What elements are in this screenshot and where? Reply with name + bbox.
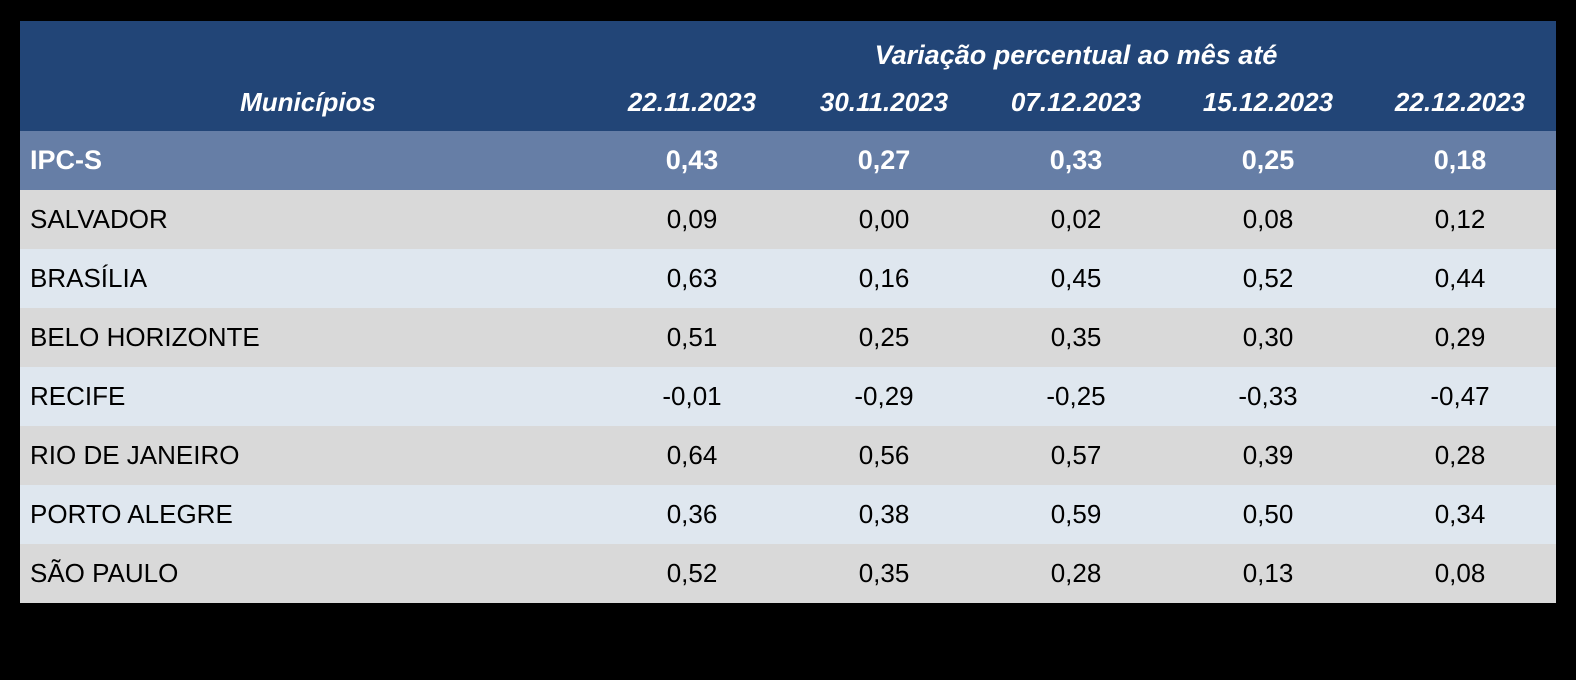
table-row-rio-de-janeiro: RIO DE JANEIRO 0,64 0,56 0,57 0,39 0,28 (20, 426, 1556, 485)
cell-value: 0,16 (858, 263, 910, 293)
col-header-date-4: 15.12.2023 (1202, 86, 1334, 117)
table-row-recife: RECIFE -0,01 -0,29 -0,25 -0,33 -0,47 (20, 367, 1556, 426)
cell-value: 0,13 (1242, 558, 1294, 588)
cell-value: 0,38 (858, 499, 910, 529)
row-label: BELO HORIZONTE (30, 322, 260, 352)
cell-value: 0,29 (1434, 322, 1486, 352)
ipcs-table: Variação percentual ao mês até Município… (20, 21, 1556, 603)
row-label: BRASÍLIA (30, 263, 148, 293)
row-label: RECIFE (30, 381, 126, 411)
table-row-ipcs: IPC-S 0,43 0,27 0,33 0,25 0,18 (20, 131, 1556, 190)
cell-value: 0,09 (666, 204, 718, 234)
cell-value: 0,45 (1050, 263, 1102, 293)
cell-value: 0,44 (1434, 263, 1486, 293)
cell-value: 0,59 (1050, 499, 1102, 529)
cell-value: 0,63 (666, 263, 718, 293)
row-label: IPC-S (30, 145, 103, 175)
row-label: SÃO PAULO (30, 558, 179, 588)
cell-value: 0,28 (1050, 558, 1102, 588)
table-header: Variação percentual ao mês até Município… (20, 21, 1556, 131)
col-header-municipios: Municípios (240, 86, 376, 117)
cell-value: 0,33 (1049, 145, 1103, 175)
table-row-brasilia: BRASÍLIA 0,63 0,16 0,45 0,52 0,44 (20, 249, 1556, 308)
cell-value: 0,34 (1434, 499, 1486, 529)
cell-value: 0,56 (858, 440, 910, 470)
col-header-date-2: 30.11.2023 (819, 86, 949, 117)
col-header-date-3: 07.12.2023 (1010, 86, 1142, 117)
cell-value: 0,36 (666, 499, 718, 529)
span-header-row: Variação percentual ao mês até (20, 21, 1556, 73)
cell-value: 0,52 (666, 558, 718, 588)
cell-value: -0,01 (662, 381, 722, 411)
column-header-row: Municípios 22.11.2023 30.11.2023 07.12.2… (20, 73, 1556, 131)
cell-value: 0,30 (1242, 322, 1294, 352)
cell-value: -0,33 (1238, 381, 1298, 411)
cell-value: 0,25 (1241, 145, 1295, 175)
cell-value: 0,18 (1433, 145, 1487, 175)
cell-value: -0,47 (1430, 381, 1490, 411)
table-row-porto-alegre: PORTO ALEGRE 0,36 0,38 0,59 0,50 0,34 (20, 485, 1556, 544)
table-row-belo-horizonte: BELO HORIZONTE 0,51 0,25 0,35 0,30 0,29 (20, 308, 1556, 367)
cell-value: -0,29 (854, 381, 914, 411)
cell-value: 0,28 (1434, 440, 1486, 470)
span-header-title: Variação percentual ao mês até (874, 40, 1278, 70)
cell-value: 0,50 (1242, 499, 1294, 529)
row-label: RIO DE JANEIRO (30, 440, 240, 470)
cell-value: 0,64 (666, 440, 718, 470)
cell-value: 0,08 (1434, 558, 1486, 588)
col-header-date-1: 22.11.2023 (627, 86, 757, 117)
cell-value: 0,12 (1434, 204, 1486, 234)
cell-value: 0,08 (1242, 204, 1294, 234)
cell-value: 0,51 (666, 322, 718, 352)
cell-value: 0,52 (1242, 263, 1294, 293)
row-label: PORTO ALEGRE (30, 499, 233, 529)
cell-value: 0,35 (1050, 322, 1102, 352)
cell-value: 0,39 (1242, 440, 1294, 470)
row-label: SALVADOR (30, 204, 168, 234)
table-row-sao-paulo: SÃO PAULO 0,52 0,35 0,28 0,13 0,08 (20, 544, 1556, 603)
table-row-salvador: SALVADOR 0,09 0,00 0,02 0,08 0,12 (20, 190, 1556, 249)
col-header-date-5: 22.12.2023 (1394, 86, 1526, 117)
cell-value: 0,25 (858, 322, 910, 352)
cell-value: 0,27 (857, 145, 911, 175)
cell-value: 0,57 (1050, 440, 1102, 470)
cell-value: 0,02 (1050, 204, 1102, 234)
cell-value: 0,35 (858, 558, 910, 588)
cell-value: 0,00 (858, 204, 910, 234)
cell-value: 0,43 (665, 145, 719, 175)
cell-value: -0,25 (1046, 381, 1106, 411)
